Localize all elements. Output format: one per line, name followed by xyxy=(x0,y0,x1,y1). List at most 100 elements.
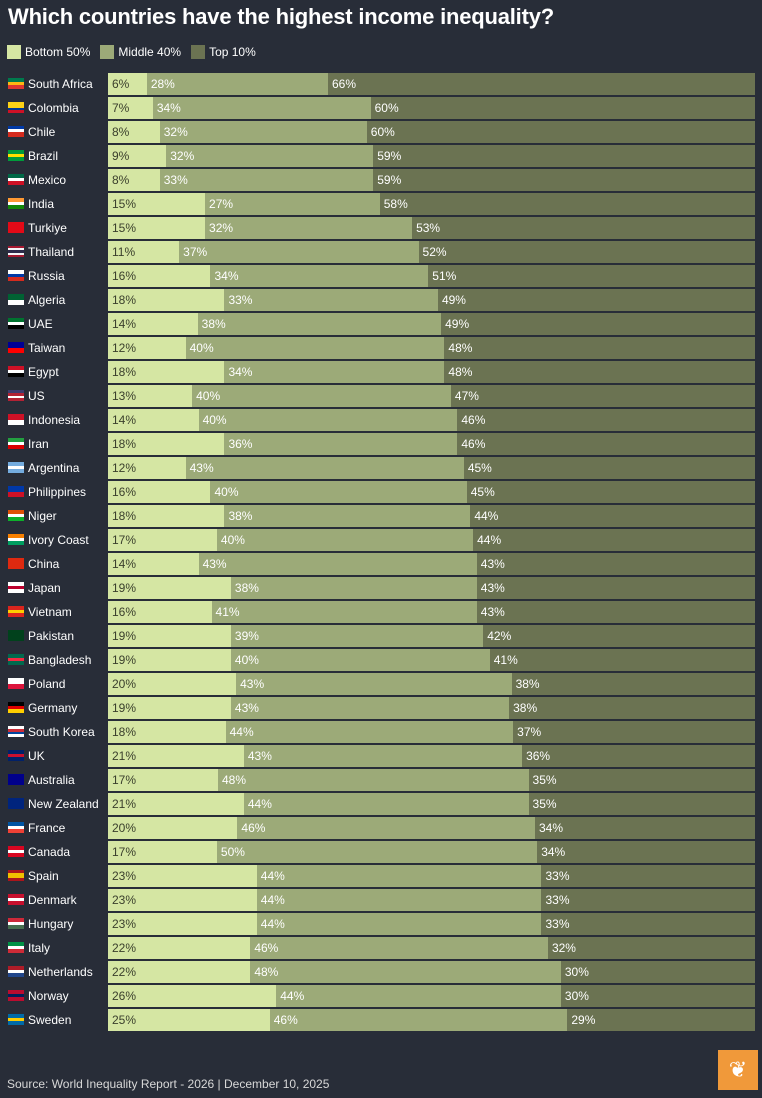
country-label: Indonesia xyxy=(28,413,81,427)
bar-row: China 14% 43% 43% xyxy=(0,553,762,575)
stacked-bar: 22% 46% 32% xyxy=(108,937,755,959)
country-label: Netherlands xyxy=(28,965,93,979)
bar-segment-top-10: 46% xyxy=(457,409,755,431)
flag-icon xyxy=(8,294,24,305)
bar-row: Hungary 23% 44% 33% xyxy=(0,913,762,935)
country-label: Vietnam xyxy=(28,605,72,619)
bar-row: South Africa 6% 28% 66% xyxy=(0,73,762,95)
country-label: Niger xyxy=(28,509,57,523)
country-label: Egypt xyxy=(28,365,59,379)
country-label: Hungary xyxy=(28,917,74,931)
bar-segment-bottom-50: 26% xyxy=(108,985,277,1007)
stacked-bar: 16% 34% 51% xyxy=(108,265,755,287)
flag-icon xyxy=(8,366,24,378)
bar-segment-top-10: 60% xyxy=(366,121,755,143)
stacked-bar: 23% 44% 33% xyxy=(108,913,755,935)
bar-segment-bottom-50: 23% xyxy=(108,865,257,887)
country-label: Sweden xyxy=(28,1013,72,1027)
bar-segment-bottom-50: 18% xyxy=(108,361,225,383)
legend: Bottom 50% Middle 40% Top 10% xyxy=(7,45,256,59)
stacked-bar: 23% 44% 33% xyxy=(108,889,755,911)
bar-segment-top-10: 59% xyxy=(373,145,755,167)
bar-segment-bottom-50: 16% xyxy=(108,601,212,623)
bar-segment-bottom-50: 20% xyxy=(108,673,237,695)
bar-row: Norway 26% 44% 30% xyxy=(0,985,762,1007)
bar-segment-top-10: 58% xyxy=(379,193,755,215)
legend-swatch xyxy=(191,45,206,59)
country-label: Brazil xyxy=(28,149,59,163)
country-label: Spain xyxy=(28,869,59,883)
bar-segment-middle-40: 48% xyxy=(250,961,561,983)
flag-icon xyxy=(8,654,24,666)
bar-segment-bottom-50: 25% xyxy=(108,1009,270,1031)
bar-segment-bottom-50: 20% xyxy=(108,817,238,839)
bar-segment-top-10: 34% xyxy=(537,841,755,863)
al-jazeera-logo-icon: ❦ xyxy=(718,1050,758,1090)
bar-segment-middle-40: 37% xyxy=(179,241,419,263)
stacked-bar: 18% 34% 48% xyxy=(108,361,755,383)
bar-row: Poland 20% 43% 38% xyxy=(0,673,762,695)
bar-segment-top-10: 45% xyxy=(463,457,755,479)
country-label: Russia xyxy=(28,269,65,283)
country-label: India xyxy=(28,197,55,211)
bar-segment-top-10: 35% xyxy=(528,793,755,815)
flag-icon xyxy=(8,726,24,737)
country-label: Norway xyxy=(28,989,69,1003)
bar-segment-top-10: 34% xyxy=(535,817,755,839)
country-label: Poland xyxy=(28,677,66,691)
flag-icon xyxy=(8,774,24,785)
bar-segment-bottom-50: 19% xyxy=(108,577,231,599)
flag-icon xyxy=(8,438,24,450)
stacked-bar: 17% 40% 44% xyxy=(108,529,755,551)
bar-segment-top-10: 45% xyxy=(466,481,755,503)
bar-segment-middle-40: 40% xyxy=(192,385,451,407)
stacked-bar: 6% 28% 66% xyxy=(108,73,755,95)
bar-segment-top-10: 53% xyxy=(412,217,755,239)
flag-icon xyxy=(8,1014,24,1026)
country-label: Bangladesh xyxy=(28,653,92,667)
flag-icon xyxy=(8,486,24,497)
bar-segment-top-10: 32% xyxy=(547,937,755,959)
bar-row: Russia 16% 34% 51% xyxy=(0,265,762,287)
stacked-bar: 19% 39% 42% xyxy=(108,625,755,647)
country-label: Iran xyxy=(28,437,49,451)
bar-row: Japan 19% 38% 43% xyxy=(0,577,762,599)
bar-row: Pakistan 19% 39% 42% xyxy=(0,625,762,647)
flag-icon xyxy=(8,78,24,90)
stacked-bar: 13% 40% 47% xyxy=(108,385,755,407)
country-label: Philippines xyxy=(28,485,87,499)
bar-row: South Korea 18% 44% 37% xyxy=(0,721,762,743)
flag-icon xyxy=(8,942,24,954)
bar-row: Argentina 12% 43% 45% xyxy=(0,457,762,479)
stacked-bar: 16% 40% 45% xyxy=(108,481,755,503)
stacked-bar: 14% 38% 49% xyxy=(108,313,755,335)
country-label: New Zealand xyxy=(28,797,99,811)
bar-row: Philippines 16% 40% 45% xyxy=(0,481,762,503)
flag-icon xyxy=(8,270,24,282)
chart-title: Which countries have the highest income … xyxy=(8,4,554,29)
bar-row: UAE 14% 38% 49% xyxy=(0,313,762,335)
bar-segment-top-10: 43% xyxy=(476,577,755,599)
bar-segment-top-10: 46% xyxy=(457,433,755,455)
flag-icon xyxy=(8,822,24,834)
country-label: Denmark xyxy=(28,893,77,907)
bar-segment-middle-40: 43% xyxy=(185,457,464,479)
legend-swatch xyxy=(7,45,21,59)
flag-icon xyxy=(8,966,24,978)
bar-segment-top-10: 33% xyxy=(541,913,755,935)
flag-icon xyxy=(8,318,24,330)
bar-segment-top-10: 38% xyxy=(509,697,755,719)
bar-segment-bottom-50: 11% xyxy=(108,241,180,263)
flag-icon xyxy=(8,246,24,258)
bar-segment-bottom-50: 8% xyxy=(108,169,160,191)
bar-row: UK 21% 43% 36% xyxy=(0,745,762,767)
source-note: Source: World Inequality Report - 2026 |… xyxy=(7,1077,330,1091)
bar-segment-middle-40: 44% xyxy=(256,889,542,911)
flag-icon xyxy=(8,390,24,401)
bar-segment-bottom-50: 18% xyxy=(108,289,225,311)
bar-segment-bottom-50: 12% xyxy=(108,337,186,359)
flag-icon xyxy=(8,510,24,522)
country-label: Australia xyxy=(28,773,75,787)
bar-segment-middle-40: 46% xyxy=(269,1009,568,1031)
bar-row: Algeria 18% 33% 49% xyxy=(0,289,762,311)
